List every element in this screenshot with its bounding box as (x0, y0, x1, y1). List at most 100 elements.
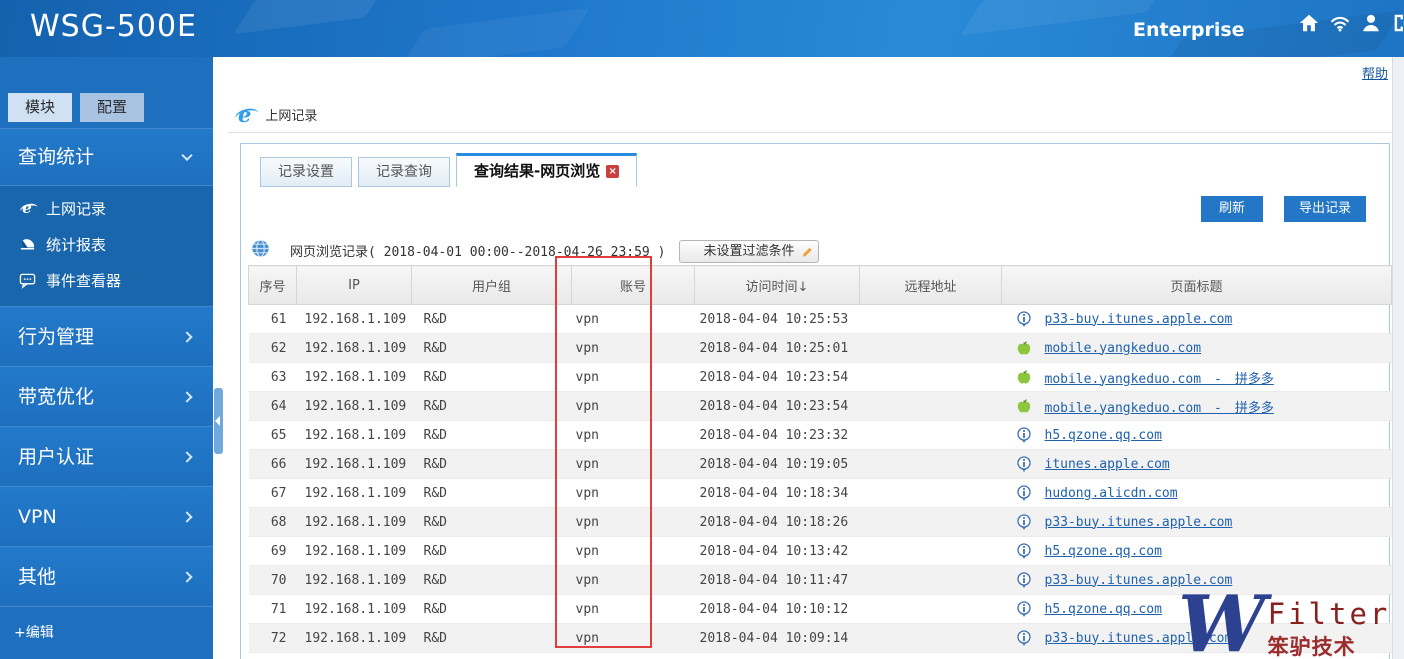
pencil-icon (802, 247, 812, 257)
tab-record-query[interactable]: 记录查询 (358, 157, 450, 187)
account-cell: vpn (571, 333, 695, 363)
table-row: 68 192.168.1.109 R&D vpn 2018-04-04 10:18:26… (248, 507, 1392, 537)
user-icon[interactable] (1360, 12, 1382, 34)
time-cell: 2018-04-04 10:10:12 (694, 594, 860, 624)
time-cell: 2018-04-04 10:18:26 (694, 507, 860, 537)
time-cell: 2018-04-04 10:23:32 (694, 420, 860, 450)
table-row: 72 192.168.1.109 R&D vpn 2018-04-04 10:09:14… (248, 623, 1392, 653)
sidebar-tab-modules[interactable]: 模块 (8, 93, 72, 122)
sidebar-group-other[interactable]: 其他 (0, 546, 213, 606)
sidebar-group-label: 行为管理 (18, 326, 95, 348)
time-cell: 2018-04-04 10:23:54 (694, 362, 860, 392)
page-title-cell: p33-buy.itunes.apple.com (1001, 623, 1392, 653)
chart-icon (18, 235, 36, 253)
no-cell: 66 (248, 449, 297, 479)
table-header-row: 序号 IP 用户组 账号 访问时间↓ 远程地址 页面标题 (248, 265, 1392, 305)
header-decor (399, 7, 591, 57)
sidebar-edit-button[interactable]: +编辑 (0, 606, 213, 659)
table-row: 69 192.168.1.109 R&D vpn 2018-04-04 10:13:42… (248, 536, 1392, 566)
ip-cell: 192.168.1.109 (296, 449, 412, 479)
sidebar-group-bandwidth[interactable]: 带宽优化 (0, 366, 213, 426)
info-favicon-icon (1016, 311, 1032, 327)
info-favicon-icon (1016, 514, 1032, 530)
page-title-link[interactable]: p33-buy.itunes.apple.com (1044, 514, 1233, 530)
ie-icon: e (238, 102, 252, 127)
ip-cell: 192.168.1.109 (296, 362, 412, 392)
tab-query-results-web[interactable]: 查询结果-网页浏览 × (456, 153, 638, 187)
sidebar-tab-config[interactable]: 配置 (80, 93, 144, 122)
group-cell: R&D (411, 391, 572, 421)
column-header-5[interactable]: 远程地址 (859, 265, 1002, 305)
sidebar-item-统计报表[interactable]: 统计报表 (0, 226, 213, 262)
page-title-link[interactable]: mobile.yangkeduo.com - 拼多多 (1044, 371, 1274, 387)
table-row: 71 192.168.1.109 R&D vpn 2018-04-04 10:10:12… (248, 594, 1392, 624)
group-cell: R&D (411, 420, 572, 450)
tab-label: 查询结果-网页浏览 (474, 162, 601, 180)
apple-favicon-icon (1016, 340, 1032, 356)
account-cell: vpn (571, 507, 695, 537)
group-cell: R&D (411, 565, 572, 595)
page-title-link[interactable]: p33-buy.itunes.apple.com (1044, 572, 1233, 588)
sidebar-menu: 查询统计 e 上网记录 统计报表 事件查看器 行为管理 带宽优化 用户认证 VPN 其他 +编辑 (0, 128, 213, 659)
page-title-link[interactable]: h5.qzone.qq.com (1044, 543, 1162, 559)
time-cell: 2018-04-04 10:19:05 (694, 449, 860, 479)
sidebar-group-label: 其他 (18, 566, 57, 588)
refresh-button[interactable]: 刷新 (1201, 196, 1263, 222)
edition-label: Enterprise (1133, 19, 1245, 41)
sidebar-collapse-handle[interactable] (214, 388, 223, 454)
help-link[interactable]: 帮助 (1361, 67, 1388, 82)
chevron-right-icon (181, 390, 193, 403)
chevron-right-icon (181, 510, 193, 523)
sidebar-group-auth[interactable]: 用户认证 (0, 426, 213, 486)
logout-icon[interactable] (1391, 12, 1404, 34)
sidebar-submenu: e 上网记录 统计报表 事件查看器 (0, 185, 213, 306)
wifi-icon[interactable] (1329, 12, 1351, 34)
sidebar-group-behavior[interactable]: 行为管理 (0, 306, 213, 366)
account-cell: vpn (571, 304, 695, 334)
apple-favicon-icon (1016, 398, 1032, 414)
no-cell: 63 (248, 362, 297, 392)
column-header-0[interactable]: 序号 (248, 265, 297, 305)
column-header-3[interactable]: 账号 (571, 265, 695, 305)
tab-record-settings[interactable]: 记录设置 (260, 157, 352, 187)
group-cell: R&D (411, 623, 572, 653)
export-records-button[interactable]: 导出记录 (1284, 196, 1366, 222)
account-cell: vpn (571, 362, 695, 392)
content-panel: 记录设置 记录查询 查询结果-网页浏览 × 刷新 导出记录 网页浏览记录( 20… (240, 143, 1392, 659)
sidebar-item-事件查看器[interactable]: 事件查看器 (0, 262, 213, 298)
account-cell: vpn (571, 420, 695, 450)
time-cell: 2018-04-04 10:13:42 (694, 536, 860, 566)
page-title-link[interactable]: h5.qzone.qq.com (1044, 601, 1162, 617)
page-title-link[interactable]: p33-buy.itunes.apple.com (1044, 311, 1233, 327)
tab-label: 记录查询 (376, 164, 432, 180)
close-icon[interactable]: × (606, 164, 620, 178)
home-icon[interactable] (1298, 12, 1320, 34)
column-header-2[interactable]: 用户组 (411, 265, 572, 305)
ip-cell: 192.168.1.109 (296, 565, 412, 595)
sidebar-group-vpn[interactable]: VPN (0, 486, 213, 546)
no-cell: 69 (248, 536, 297, 566)
page-title-link[interactable]: p33-buy.itunes.apple.com (1044, 630, 1233, 646)
column-header-6[interactable]: 页面标题 (1001, 265, 1392, 305)
divider (228, 132, 1404, 133)
remote-cell (859, 536, 1002, 566)
page-title-link[interactable]: itunes.apple.com (1044, 456, 1170, 472)
account-cell: vpn (571, 536, 695, 566)
page-title-link[interactable]: mobile.yangkeduo.com - 拼多多 (1044, 400, 1274, 416)
page-title-link[interactable]: mobile.yangkeduo.com (1044, 340, 1202, 356)
vertical-scrollbar[interactable] (1392, 57, 1404, 659)
page-title-cell: p33-buy.itunes.apple.com (1001, 565, 1392, 595)
remote-cell (859, 594, 1002, 624)
no-cell: 64 (248, 391, 297, 421)
info-favicon-icon (1016, 630, 1032, 646)
filter-conditions-button[interactable]: 未设置过滤条件 (679, 240, 819, 263)
no-cell: 70 (248, 565, 297, 595)
sidebar-item-上网记录[interactable]: e 上网记录 (0, 190, 213, 226)
page-title-link[interactable]: h5.qzone.qq.com (1044, 427, 1162, 443)
page-title-link[interactable]: hudong.alicdn.com (1044, 485, 1178, 501)
column-header-4[interactable]: 访问时间↓ (694, 265, 860, 305)
column-header-1[interactable]: IP (296, 265, 412, 305)
sidebar-group-query-stats[interactable]: 查询统计 (0, 128, 213, 185)
remote-cell (859, 333, 1002, 363)
sidebar-group-label: 带宽优化 (18, 386, 95, 408)
